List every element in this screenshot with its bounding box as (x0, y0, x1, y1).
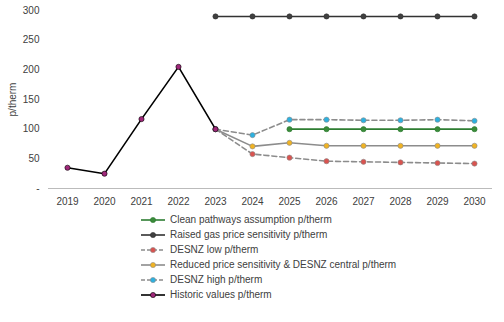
svg-text:50: 50 (28, 153, 40, 164)
svg-text:2026: 2026 (315, 196, 338, 207)
svg-text:100: 100 (23, 123, 40, 134)
html-text:Raised gas price sensitivity p: Raised gas price sensitivity p/therm (170, 229, 328, 240)
svg-text:150: 150 (23, 94, 40, 105)
html-text:Historic values p/therm: Historic values p/therm (170, 289, 272, 300)
svg-text:300: 300 (23, 5, 40, 16)
svg-text:p/therm: p/therm (7, 83, 18, 117)
svg-text:2028: 2028 (389, 196, 412, 207)
html-text:DESNZ high p/therm: DESNZ high p/therm (170, 274, 263, 285)
html-text:DESNZ low p/therm: DESNZ low p/therm (170, 244, 259, 255)
svg-text:2019: 2019 (56, 196, 79, 207)
svg-text:2027: 2027 (352, 196, 375, 207)
svg-text:2029: 2029 (426, 196, 449, 207)
svg-text:2021: 2021 (130, 196, 153, 207)
svg-text:2023: 2023 (204, 196, 227, 207)
html-text:Clean pathways assumption p/th: Clean pathways assumption p/therm (170, 214, 332, 225)
svg-text:2030: 2030 (463, 196, 486, 207)
svg-text:2024: 2024 (241, 196, 264, 207)
svg-text:2025: 2025 (278, 196, 301, 207)
svg-text:200: 200 (23, 64, 40, 75)
html-text:Reduced price sensitivity & DE: Reduced price sensitivity & DESNZ centra… (170, 259, 397, 270)
svg-text:2022: 2022 (167, 196, 190, 207)
svg-text:-: - (36, 183, 39, 194)
svg-text:2020: 2020 (93, 196, 116, 207)
svg-text:250: 250 (23, 34, 40, 45)
